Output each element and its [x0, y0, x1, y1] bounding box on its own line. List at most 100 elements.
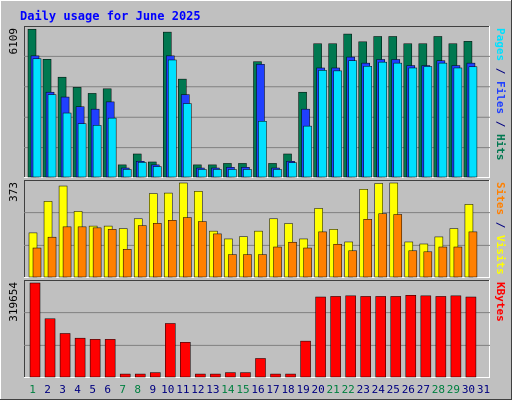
- x-tick-label: 8: [134, 383, 141, 396]
- bar-pages: [62, 112, 72, 178]
- bar-kbytes: [29, 282, 41, 378]
- x-tick-label: 24: [372, 383, 386, 396]
- bar-pages: [47, 94, 57, 178]
- bar-kbytes: [240, 372, 251, 378]
- bar-sites: [107, 229, 117, 278]
- bar-sites: [32, 247, 42, 278]
- x-tick-label: 28: [432, 383, 445, 396]
- bar-pages: [122, 169, 132, 178]
- x-tick-label: 2: [44, 383, 51, 396]
- panel-visits-sites: 373 Sites / Visits: [7, 180, 507, 278]
- y-max-label: 6109: [7, 28, 20, 55]
- y-axis-label-part: Visits: [494, 235, 507, 275]
- bar-sites: [168, 220, 177, 278]
- x-tick-label: 10: [161, 383, 174, 396]
- y-axis-label: KBytes: [494, 282, 507, 322]
- x-tick-label: 23: [357, 383, 370, 396]
- panel-kbytes: 319654 KBytes: [7, 280, 507, 378]
- bar-kbytes: [315, 296, 326, 378]
- bar-pages: [107, 117, 117, 178]
- x-tick-label: 16: [251, 383, 264, 396]
- bar-sites: [348, 250, 357, 278]
- y-max-label: 319654: [7, 282, 20, 322]
- bar-kbytes: [210, 373, 221, 378]
- x-tick-label: 1: [29, 383, 36, 396]
- bar-kbytes: [104, 339, 116, 378]
- bar-pages: [183, 103, 192, 178]
- bar-sites: [153, 223, 162, 278]
- bar-kbytes: [435, 296, 447, 378]
- bar-sites: [438, 246, 448, 278]
- bar-kbytes: [165, 323, 176, 378]
- bar-pages: [32, 58, 42, 178]
- bar-kbytes: [450, 295, 462, 378]
- bar-sites: [468, 231, 478, 278]
- chart-title: Daily usage for June 2025: [20, 9, 201, 23]
- bar-kbytes: [465, 296, 477, 378]
- bar-sites: [363, 219, 372, 278]
- x-tick-label: 15: [236, 383, 249, 396]
- bar-sites: [77, 226, 87, 278]
- bar-sites: [453, 246, 463, 278]
- bar-pages: [318, 70, 327, 178]
- x-tick-label: 30: [462, 383, 475, 396]
- x-tick-label: 9: [149, 383, 156, 396]
- bar-kbytes: [74, 337, 86, 378]
- bar-sites: [258, 254, 267, 278]
- bar-sites: [137, 225, 147, 278]
- bar-pages: [258, 121, 267, 178]
- bar-sites: [122, 249, 132, 278]
- bar-pages: [137, 162, 147, 178]
- y-axis-label-part: Hits: [494, 134, 507, 161]
- y-axis-label-part: KBytes: [494, 282, 507, 322]
- y-axis-label-part: /: [494, 114, 507, 134]
- bar-kbytes: [330, 296, 341, 378]
- bar-kbytes: [270, 373, 281, 378]
- bar-pages: [393, 62, 403, 178]
- bar-sites: [288, 241, 297, 278]
- bar-pages: [77, 123, 87, 178]
- bar-sites: [408, 250, 418, 278]
- y-axis-label-part: /: [494, 215, 507, 235]
- bar-sites: [62, 226, 72, 278]
- x-tick-label: 5: [89, 383, 96, 396]
- bar-pages: [243, 169, 252, 178]
- bar-sites: [423, 251, 433, 278]
- bar-pages: [228, 169, 237, 178]
- x-tick-label: 21: [327, 383, 340, 396]
- x-tick-label: 31: [477, 383, 490, 396]
- y-axis-label-part: Sites: [494, 182, 507, 215]
- bar-pages: [423, 66, 433, 178]
- bar-kbytes: [255, 358, 266, 378]
- x-tick-label: 26: [402, 383, 415, 396]
- x-tick-label: 13: [206, 383, 219, 396]
- bar-pages: [288, 162, 297, 178]
- bar-pages: [303, 125, 312, 178]
- bar-pages: [438, 62, 448, 178]
- bar-sites: [243, 254, 252, 278]
- bar-kbytes: [390, 296, 402, 378]
- bar-sites: [333, 243, 342, 278]
- bar-kbytes: [375, 296, 386, 378]
- bar-pages: [468, 66, 478, 178]
- y-axis-label-part: /: [494, 61, 507, 81]
- bar-pages: [168, 59, 177, 178]
- x-tick-label: 7: [119, 383, 126, 396]
- x-tick-label: 29: [447, 383, 460, 396]
- bar-kbytes: [360, 296, 371, 378]
- x-tick-label: 27: [417, 383, 430, 396]
- bar-kbytes: [150, 372, 161, 378]
- chart-panels: 6109 Pages / Files / Hits 373 Sites / Visit…: [7, 26, 507, 378]
- x-tick-label: 22: [342, 383, 355, 396]
- y-axis-label-part: Pages: [494, 28, 507, 61]
- bar-kbytes: [180, 342, 191, 378]
- x-tick-label: 14: [221, 383, 235, 396]
- bar-sites: [273, 246, 282, 278]
- bar-sites: [228, 254, 237, 278]
- bar-sites: [378, 213, 387, 278]
- y-max-label: 373: [7, 182, 20, 202]
- bar-pages: [378, 61, 387, 178]
- bar-kbytes: [420, 295, 432, 378]
